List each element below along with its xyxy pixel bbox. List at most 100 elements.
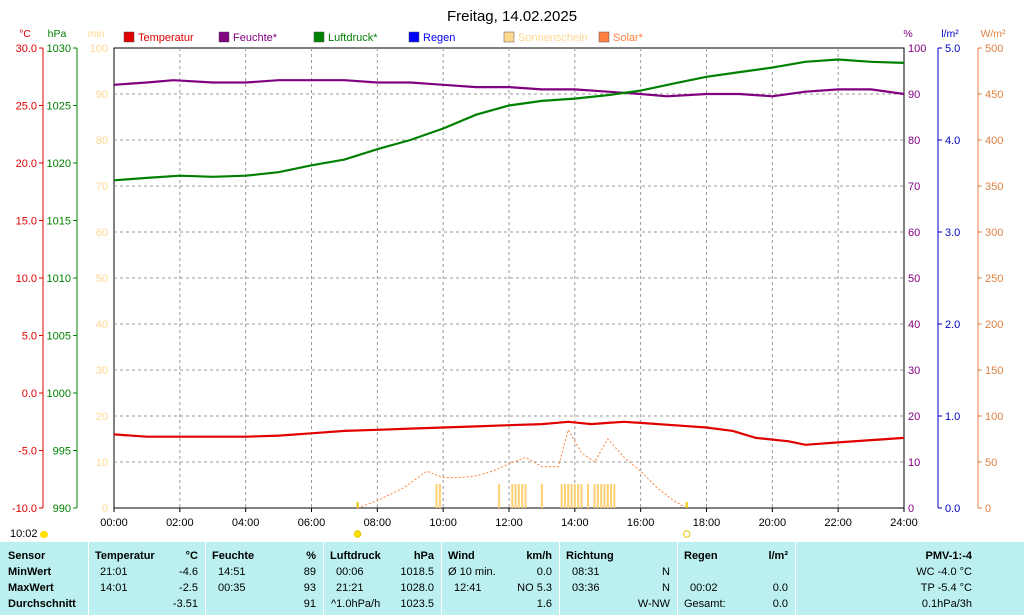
solar-tick-label: 150 bbox=[985, 365, 1003, 377]
x-tick-label: 06:00 bbox=[298, 517, 326, 529]
sunshine-bar bbox=[524, 484, 527, 508]
temp-max-value: -2.5 bbox=[179, 582, 198, 594]
legend-label: Luftdruck* bbox=[328, 32, 378, 44]
rain-axis-unit: l/m² bbox=[941, 28, 959, 40]
humidity-axis-unit: % bbox=[903, 28, 912, 40]
solar-tick-label: 50 bbox=[985, 457, 997, 469]
x-tick-label: 12:00 bbox=[495, 517, 523, 529]
legend-label: Feuchte* bbox=[233, 32, 278, 44]
humidity-tick-label: 40 bbox=[908, 319, 920, 331]
sunshine-bar bbox=[517, 484, 520, 508]
x-tick-label: 16:00 bbox=[627, 517, 655, 529]
series-luftdruck bbox=[113, 58, 905, 182]
temp-avg: -3.51 bbox=[172, 598, 198, 610]
pressure-tick-label: 1000 bbox=[47, 388, 71, 400]
sunshine-tick-label: 80 bbox=[96, 135, 108, 147]
direction-avg: W-NW bbox=[637, 598, 670, 610]
temp-header: Temperatur bbox=[95, 550, 155, 562]
temp-tick-label: 25.0 bbox=[16, 101, 37, 113]
rain-tick-label: 5.0 bbox=[945, 43, 960, 55]
solar-tick-label: 200 bbox=[985, 319, 1003, 331]
humidity-tick-label: 80 bbox=[908, 135, 920, 147]
solar-tick-label: 300 bbox=[985, 227, 1003, 239]
pressure-trend: ^1.0hPa/h bbox=[331, 598, 381, 610]
series-feuchte bbox=[113, 79, 905, 98]
sunshine-bar bbox=[593, 484, 596, 508]
temp-min-value: -4.6 bbox=[179, 566, 198, 578]
direction-r2-time: 03:36 bbox=[572, 582, 600, 594]
sunshine-bar bbox=[587, 484, 589, 508]
sunshine-bar bbox=[600, 484, 603, 508]
sunshine-bar bbox=[603, 484, 606, 508]
pressure-unit: hPa bbox=[413, 550, 434, 562]
direction-header: Richtung bbox=[566, 550, 614, 562]
sunset-icon bbox=[683, 530, 691, 538]
current-time: 10:02 bbox=[10, 528, 38, 540]
legend-label: Regen bbox=[423, 32, 455, 44]
wind-unit: km/h bbox=[526, 550, 552, 562]
temp-tick-label: 20.0 bbox=[16, 158, 37, 170]
sun-markers bbox=[353, 502, 691, 538]
row-label-avg: Durchschnitt bbox=[8, 598, 76, 610]
sunshine-tick-label: 90 bbox=[96, 89, 108, 101]
x-tick-label: 00:00 bbox=[100, 517, 128, 529]
temp-tick-label: 0.0 bbox=[22, 388, 37, 400]
humidity-tick-label: 0 bbox=[908, 503, 914, 515]
solar-tick-label: 100 bbox=[985, 411, 1003, 423]
temp-unit: °C bbox=[185, 550, 198, 562]
sunshine-axis-unit: min bbox=[88, 28, 105, 40]
x-tick-label: 24:00 bbox=[890, 517, 918, 529]
pressure-tick-label: 990 bbox=[53, 503, 71, 515]
sunshine-tick-label: 30 bbox=[96, 365, 108, 377]
pmv-pressure-trend: 0.1hPa/3h bbox=[921, 598, 972, 610]
legend-swatch bbox=[408, 31, 420, 43]
sunshine-bar bbox=[580, 484, 583, 508]
sunshine-tick-label: 20 bbox=[96, 411, 108, 423]
pressure-axis-unit: hPa bbox=[48, 28, 67, 40]
humidity-tick-label: 60 bbox=[908, 227, 920, 239]
row-label-max: MaxWert bbox=[8, 582, 54, 594]
temp-min-time: 21:01 bbox=[100, 566, 128, 578]
solar-tick-label: 250 bbox=[985, 273, 1003, 285]
rain-r1-value: 0.0 bbox=[772, 582, 788, 594]
sunshine-tick-label: 100 bbox=[90, 43, 108, 55]
pressure-tick-label: 995 bbox=[53, 446, 71, 458]
legend-swatch bbox=[503, 31, 515, 43]
sunshine-tick-label: 70 bbox=[96, 181, 108, 193]
rain-total-value: 0.0 bbox=[772, 598, 788, 610]
sunshine-bar bbox=[521, 484, 524, 508]
sunshine-bar bbox=[560, 484, 563, 508]
sunshine-bar bbox=[540, 484, 543, 508]
legend-swatch bbox=[313, 31, 325, 43]
temp-tick-label: 30.0 bbox=[16, 43, 37, 55]
sunshine-bar bbox=[570, 484, 573, 508]
solar-axis-unit: W/m² bbox=[980, 28, 1006, 40]
sunshine-bars bbox=[435, 484, 616, 508]
x-tick-label: 14:00 bbox=[561, 517, 589, 529]
rain-tick-label: 3.0 bbox=[945, 227, 960, 239]
chart-title: Freitag, 14.02.2025 bbox=[447, 8, 577, 25]
sunshine-tick-label: 60 bbox=[96, 227, 108, 239]
temp-tick-label: -5.0 bbox=[18, 446, 37, 458]
humidity-tick-label: 90 bbox=[908, 89, 920, 101]
x-tick-label: 02:00 bbox=[166, 517, 194, 529]
x-tick-label: 18:00 bbox=[693, 517, 721, 529]
humidity-tick-label: 70 bbox=[908, 181, 920, 193]
solar-tick-label: 350 bbox=[985, 181, 1003, 193]
pressure-tick-label: 1030 bbox=[47, 43, 71, 55]
humidity-tick-label: 10 bbox=[908, 457, 920, 469]
temp-tick-label: 10.0 bbox=[16, 273, 37, 285]
pressure-header: Luftdruck bbox=[330, 550, 381, 562]
left-axes: 30.025.020.015.010.05.00.0-5.0-10.010301… bbox=[12, 43, 108, 515]
series-temperatur bbox=[113, 420, 905, 446]
x-tick-label: 04:00 bbox=[232, 517, 260, 529]
direction-r2-dir: N bbox=[662, 582, 670, 594]
sunshine-bar bbox=[577, 484, 580, 508]
x-tick-label: 22:00 bbox=[824, 517, 852, 529]
sunshine-bar bbox=[606, 484, 609, 508]
solar-tick-label: 0 bbox=[985, 503, 991, 515]
rain-total-label: Gesamt: bbox=[684, 598, 726, 610]
sunshine-bar bbox=[498, 484, 501, 508]
stats-panel: Sensor MinWert MaxWert Durchschnitt Temp… bbox=[0, 542, 1024, 615]
x-tick-label: 10:00 bbox=[429, 517, 457, 529]
